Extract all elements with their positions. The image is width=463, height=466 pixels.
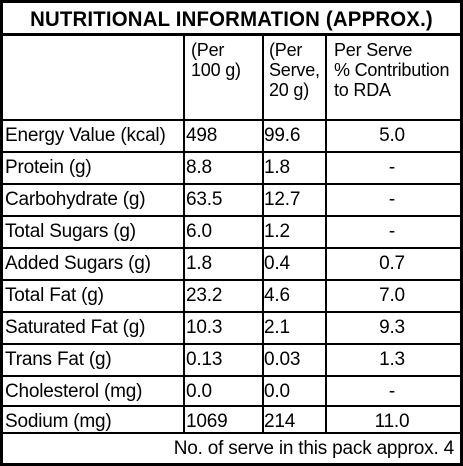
value-rda-percent: - — [388, 381, 396, 402]
column-divider — [262, 33, 264, 432]
row-divider — [3, 151, 460, 153]
value-per-serve: 99.6 — [264, 125, 301, 146]
header-per-100g: (Per 100 g) — [191, 40, 241, 80]
value-per-100g: 1069 — [186, 411, 228, 432]
row-divider — [3, 375, 460, 377]
row-divider — [3, 432, 460, 434]
nutrient-name: Total Sugars (g) — [5, 221, 136, 242]
nutrient-name: Saturated Fat (g) — [5, 317, 146, 338]
value-per-100g: 0.0 — [186, 381, 212, 402]
value-rda-percent: 7.0 — [379, 285, 405, 306]
value-per-100g: 498 — [186, 125, 218, 146]
header-per-100g-line2: 100 g) — [191, 60, 241, 80]
nutrient-name: Carbohydrate (g) — [5, 189, 146, 210]
header-per-serve-line2: Serve, — [269, 60, 320, 80]
value-rda-percent: 9.3 — [379, 317, 405, 338]
value-per-serve: 214 — [264, 411, 296, 432]
value-per-serve: 12.7 — [264, 189, 301, 210]
row-divider — [3, 405, 460, 407]
value-rda-percent: 5.0 — [379, 125, 405, 146]
header-rda-line1: Per Serve — [334, 40, 413, 60]
title-divider — [3, 33, 460, 36]
value-rda-percent: - — [388, 157, 396, 178]
value-per-serve: 0.03 — [264, 349, 301, 370]
value-rda-percent: 11.0 — [374, 411, 410, 432]
nutrient-name: Sodium (mg) — [5, 411, 112, 432]
header-per-serve-line3: 20 g) — [269, 80, 310, 100]
row-divider — [3, 183, 460, 185]
nutrient-name: Protein (g) — [5, 157, 92, 178]
value-per-100g: 0.13 — [186, 349, 223, 370]
row-divider — [3, 343, 460, 345]
header-per-serve-line1: (Per — [269, 40, 303, 60]
nutrient-name: Cholesterol (mg) — [5, 381, 143, 402]
nutrient-name: Added Sugars (g) — [5, 253, 151, 274]
value-per-serve: 1.2 — [264, 221, 290, 242]
value-per-100g: 6.0 — [186, 221, 212, 242]
header-rda-line3: to RDA — [334, 80, 391, 100]
nutrient-name: Trans Fat (g) — [5, 349, 112, 370]
value-per-serve: 4.6 — [264, 285, 290, 306]
header-per-100g-line1: (Per — [191, 40, 225, 60]
value-per-serve: 0.0 — [264, 381, 290, 402]
value-per-serve: 1.8 — [264, 157, 290, 178]
column-divider — [183, 33, 185, 432]
value-per-100g: 23.2 — [186, 285, 223, 306]
row-divider — [3, 215, 460, 217]
value-per-100g: 1.8 — [186, 253, 212, 274]
value-per-100g: 63.5 — [186, 189, 223, 210]
servings-note: No. of serve in this pack approx. 4 — [173, 438, 454, 459]
value-rda-percent: - — [388, 189, 396, 210]
row-divider — [3, 247, 460, 249]
value-per-serve: 2.1 — [264, 317, 290, 338]
column-divider — [325, 33, 327, 432]
nutrient-name: Total Fat (g) — [5, 285, 104, 306]
value-rda-percent: 0.7 — [379, 253, 405, 274]
value-per-serve: 0.4 — [264, 253, 290, 274]
value-per-100g: 8.8 — [186, 157, 212, 178]
header-rda-line2: % Contribution — [334, 60, 450, 80]
row-divider — [3, 119, 460, 121]
value-rda-percent: - — [388, 221, 396, 242]
nutrient-name: Energy Value (kcal) — [5, 125, 166, 146]
label-title: NUTRITIONAL INFORMATION (APPROX.) — [30, 8, 433, 31]
header-per-serve: (Per Serve, 20 g) — [269, 40, 320, 100]
row-divider — [3, 311, 460, 313]
value-rda-percent: 1.3 — [379, 349, 405, 370]
value-per-100g: 10.3 — [186, 317, 223, 338]
row-divider — [3, 279, 460, 281]
header-rda: Per Serve % Contribution to RDA — [334, 40, 449, 100]
